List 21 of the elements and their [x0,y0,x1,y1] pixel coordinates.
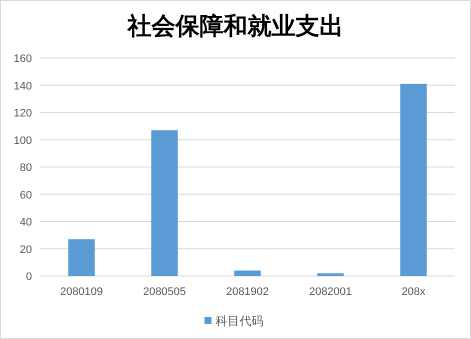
bar [234,270,261,276]
y-tick-label: 160 [14,53,32,65]
legend-label: 科目代码 [216,314,264,328]
bar [400,84,427,276]
y-tick-label: 60 [20,189,32,202]
y-tick-label: 100 [14,134,32,147]
bar [68,239,95,276]
y-tick-label: 120 [14,108,32,120]
y-tick-label: 80 [20,162,32,174]
bar [317,273,344,276]
y-tick-label: 140 [14,80,32,92]
x-tick-label: 2082001 [309,286,352,298]
x-tick-label: 208x [402,286,426,298]
x-tick-label: 2081902 [226,286,269,298]
y-tick-label: 40 [20,216,32,228]
x-tick-label: 2080109 [60,286,103,298]
y-tick-label: 0 [26,271,32,283]
bar [151,130,178,276]
y-tick-label: 20 [20,244,32,256]
x-tick-label: 2080505 [143,286,186,298]
chart-title: 社会保障和就业支出 [126,13,344,40]
